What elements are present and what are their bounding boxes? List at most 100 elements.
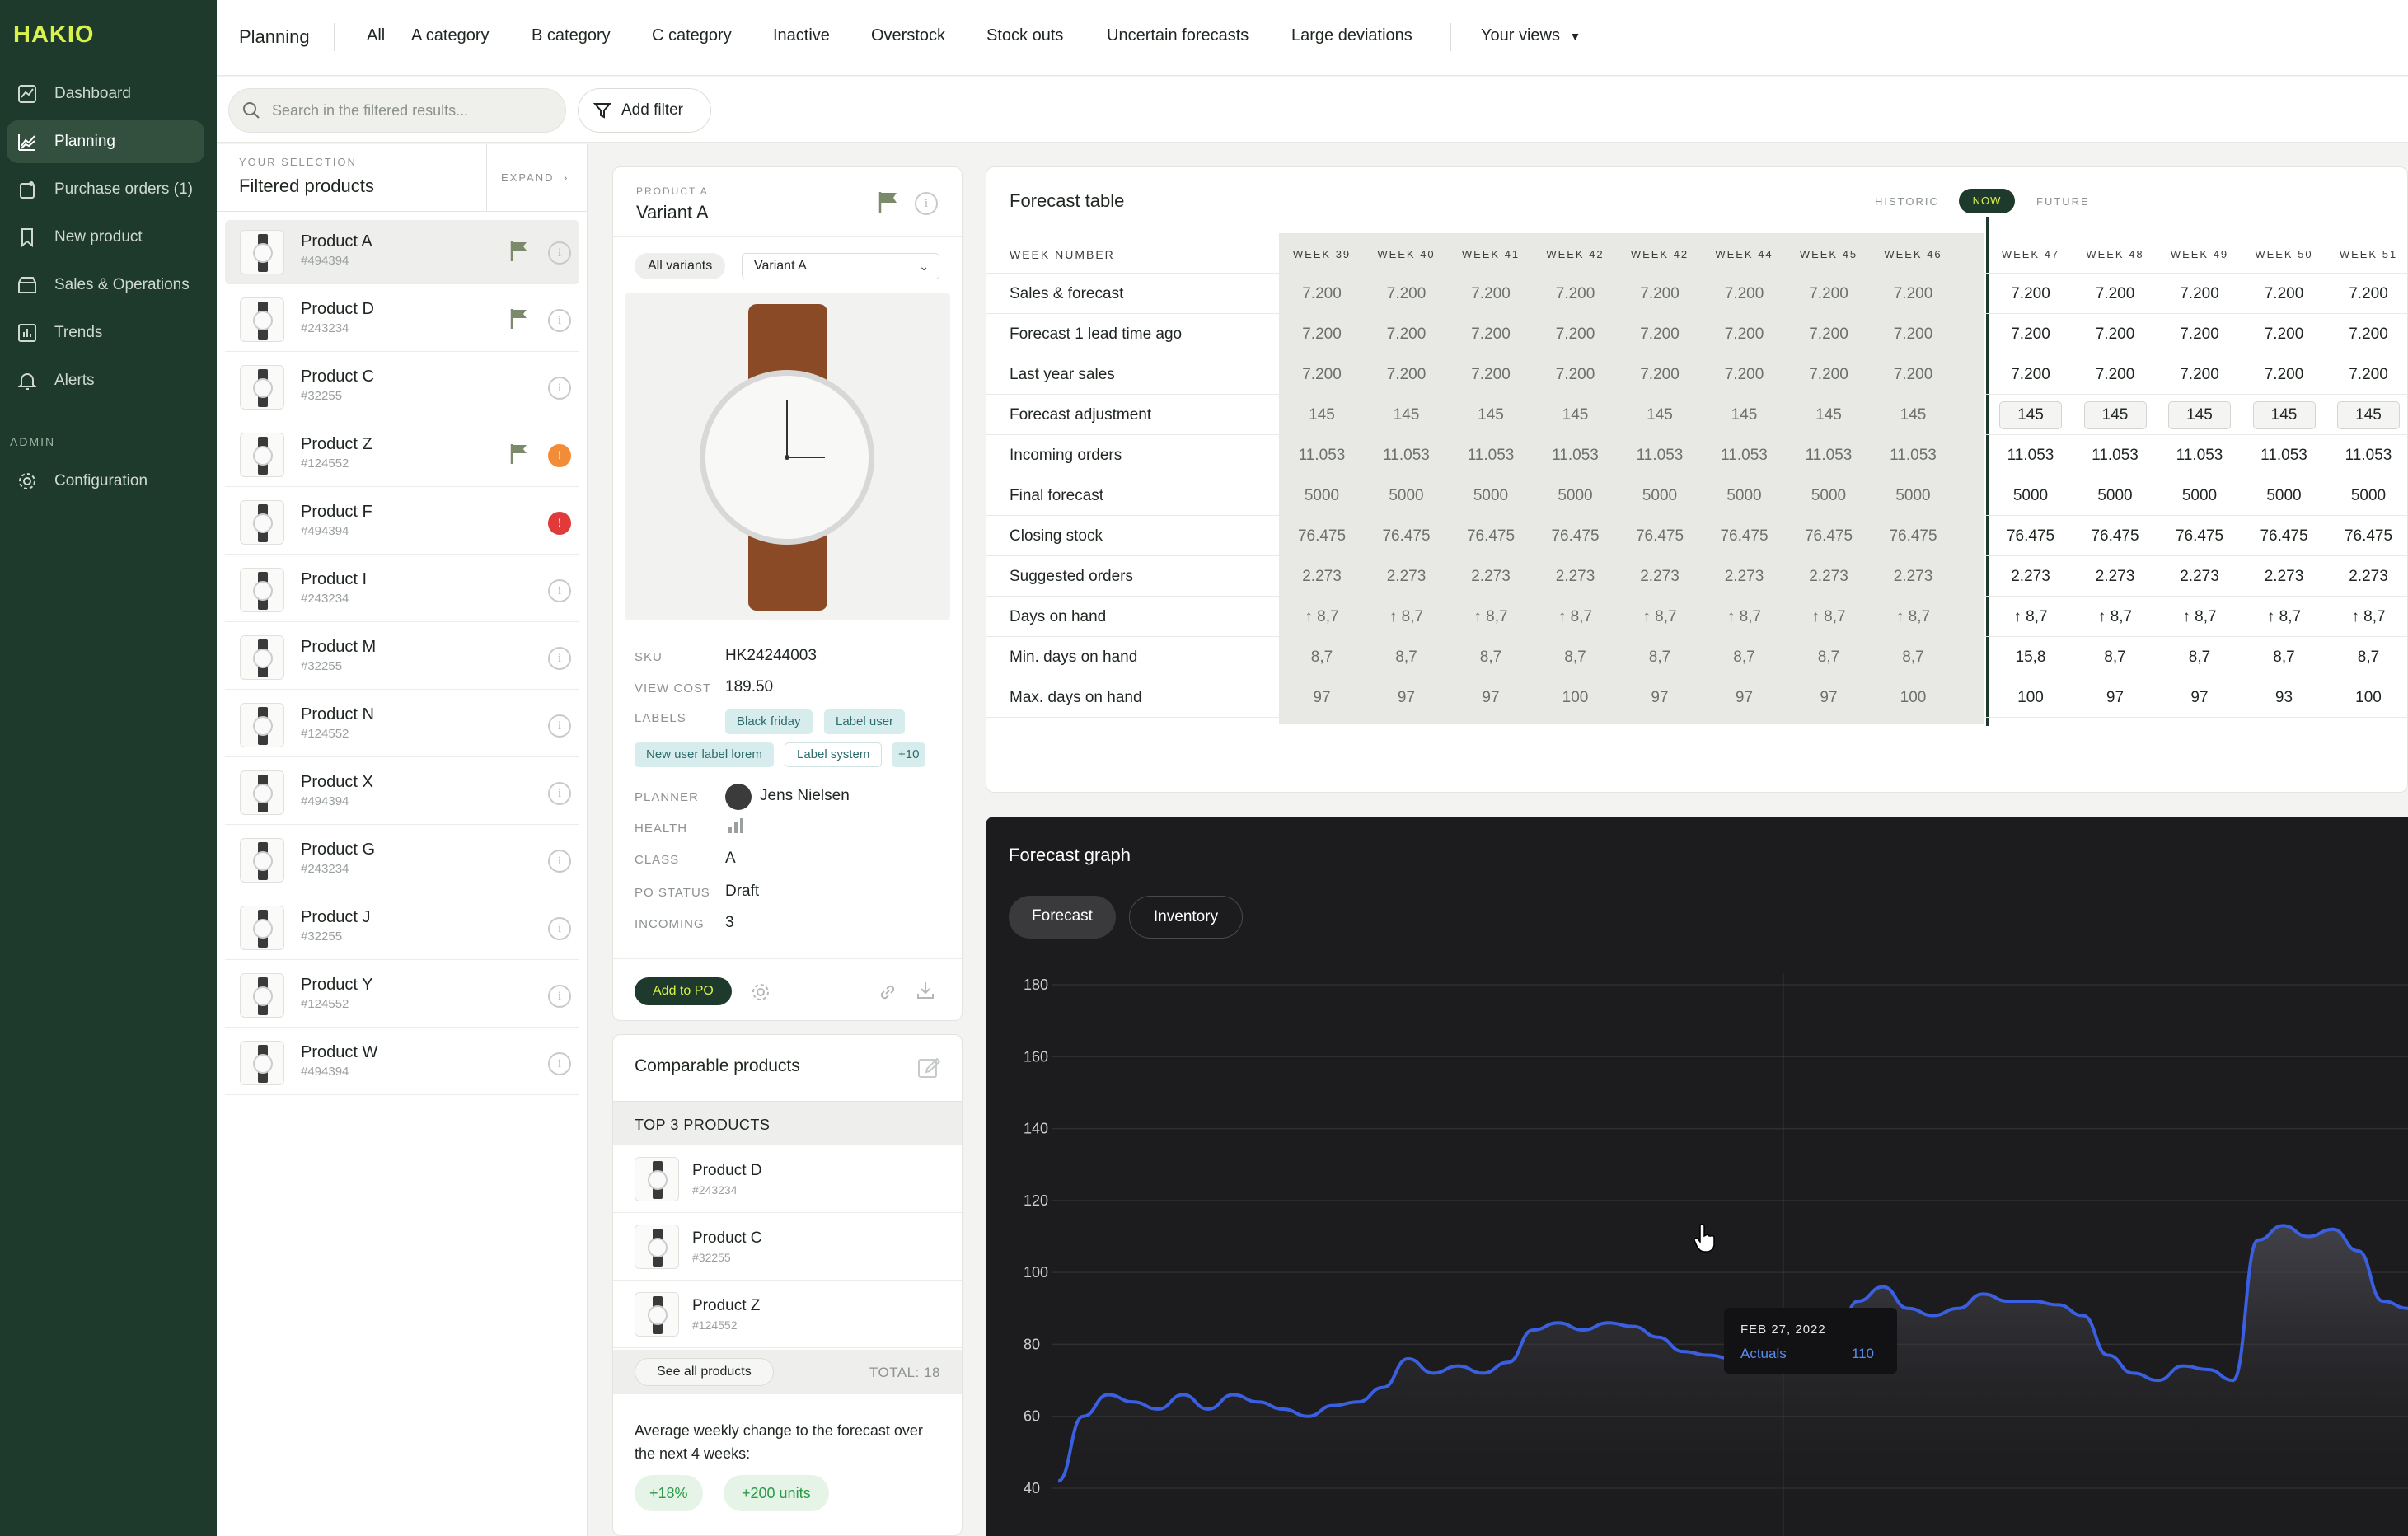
- product-row[interactable]: Product W #494394 i: [225, 1031, 579, 1095]
- total-count: TOTAL: 18: [869, 1365, 940, 1380]
- table-cell: 7.200: [2011, 325, 2050, 343]
- info-icon[interactable]: i: [548, 1052, 571, 1075]
- your-views-dropdown[interactable]: Your views ▼: [1481, 26, 1581, 45]
- sidebar-item-configuration[interactable]: Configuration: [7, 460, 204, 503]
- adjustment-input[interactable]: [2083, 401, 2147, 429]
- table-cell[interactable]: 145: [2017, 406, 2044, 424]
- variant-select[interactable]: Variant A ⌄: [742, 253, 939, 279]
- sidebar-item-alerts[interactable]: Alerts: [7, 359, 204, 402]
- app-logo: HAKIO: [13, 21, 95, 48]
- info-icon[interactable]: i: [548, 377, 571, 400]
- product-row[interactable]: Product Y #124552 i: [225, 963, 579, 1028]
- product-row[interactable]: Product M #32255 i: [225, 625, 579, 690]
- search-input[interactable]: Search in the filtered results...: [228, 88, 566, 133]
- tab-uncertain-forecasts[interactable]: Uncertain forecasts: [1107, 26, 1249, 44]
- y-tick-label: 160: [1024, 1048, 1048, 1065]
- label-tag[interactable]: New user label lorem: [635, 742, 774, 767]
- see-all-products-button[interactable]: See all products: [635, 1358, 774, 1386]
- now-toggle[interactable]: NOW: [1959, 189, 2015, 213]
- settings-icon[interactable]: [750, 981, 771, 1003]
- expand-button[interactable]: EXPAND ›: [501, 171, 569, 184]
- download-icon[interactable]: [915, 980, 936, 1001]
- sidebar-item-planning[interactable]: Planning: [7, 120, 204, 163]
- selection-header: YOUR SELECTION Filtered products EXPAND …: [217, 144, 588, 212]
- adjustment-input[interactable]: [2337, 401, 2400, 429]
- table-cell[interactable]: 145: [2355, 406, 2382, 424]
- alert-icon[interactable]: !: [548, 512, 571, 535]
- adjustment-input[interactable]: [2252, 401, 2316, 429]
- info-icon[interactable]: i: [915, 192, 938, 215]
- info-icon[interactable]: i: [548, 647, 571, 670]
- tab-large-deviations[interactable]: Large deviations: [1291, 26, 1412, 44]
- sidebar-item-new-product[interactable]: New product: [7, 216, 204, 259]
- tab-c-category[interactable]: C category: [652, 26, 732, 44]
- sidebar-item-sales-operations[interactable]: Sales & Operations: [7, 264, 204, 307]
- info-icon[interactable]: i: [548, 985, 571, 1008]
- info-icon[interactable]: i: [548, 309, 571, 332]
- product-row[interactable]: Product N #124552 i: [225, 693, 579, 757]
- all-variants-button[interactable]: All variants: [635, 253, 726, 279]
- comparable-product-row[interactable]: Product C #32255: [613, 1213, 962, 1281]
- product-row[interactable]: Product D #243234 i: [225, 288, 579, 352]
- more-labels-tag[interactable]: +10: [892, 742, 926, 767]
- info-icon[interactable]: i: [548, 850, 571, 873]
- product-row[interactable]: Product F #494394!: [225, 490, 579, 555]
- label-tag[interactable]: Label user: [824, 709, 906, 734]
- adjustment-input[interactable]: [1999, 401, 2062, 429]
- product-row[interactable]: Product A #494394 i: [225, 220, 579, 284]
- product-thumbnail: [240, 906, 284, 950]
- product-row[interactable]: Product Z #124552!: [225, 423, 579, 487]
- product-row[interactable]: Product X #494394 i: [225, 761, 579, 825]
- sidebar-item-dashboard[interactable]: Dashboard: [7, 73, 204, 115]
- product-thumbnail: [240, 433, 284, 477]
- label-tag[interactable]: Label system: [785, 742, 883, 767]
- flag-icon[interactable]: [877, 190, 900, 215]
- tab-a-category[interactable]: A category: [411, 26, 490, 44]
- table-cell[interactable]: 145: [2186, 406, 2213, 424]
- tab-inactive[interactable]: Inactive: [773, 26, 830, 44]
- comparable-product-row[interactable]: Product D #243234: [613, 1145, 962, 1213]
- table-cell[interactable]: 145: [2101, 406, 2129, 424]
- table-cell: 2.273: [1302, 568, 1342, 585]
- flag-icon[interactable]: [508, 307, 530, 330]
- incoming-label: INCOMING: [635, 917, 705, 931]
- table-cell: 7.200: [1302, 325, 1342, 343]
- forecast-tab[interactable]: Forecast: [1009, 896, 1116, 939]
- future-toggle[interactable]: FUTURE: [2036, 195, 2090, 208]
- trends-icon: [18, 324, 36, 342]
- tab-all[interactable]: All: [367, 26, 386, 44]
- label-tag[interactable]: Black friday: [725, 709, 813, 734]
- tab-b-category[interactable]: B category: [532, 26, 611, 44]
- table-cell: 5000: [2097, 487, 2133, 504]
- info-icon[interactable]: i: [548, 714, 571, 738]
- table-cell: 145: [1815, 406, 1842, 424]
- y-tick-label: 180: [1024, 976, 1048, 993]
- add-filter-button[interactable]: Add filter: [578, 88, 711, 133]
- tab-stock-outs[interactable]: Stock outs: [986, 26, 1064, 44]
- link-icon[interactable]: [877, 981, 898, 1003]
- info-icon[interactable]: i: [548, 917, 571, 940]
- sidebar-item-purchase-orders[interactable]: Purchase orders (1): [7, 168, 204, 211]
- info-icon[interactable]: i: [548, 579, 571, 602]
- sidebar-item-trends[interactable]: Trends: [7, 311, 204, 354]
- add-to-po-button[interactable]: Add to PO: [635, 977, 732, 1005]
- product-row[interactable]: Product J #32255 i: [225, 896, 579, 960]
- edit-icon[interactable]: [916, 1055, 941, 1079]
- inventory-tab[interactable]: Inventory: [1129, 896, 1243, 939]
- variant-select-value: Variant A: [754, 259, 807, 273]
- info-icon[interactable]: i: [548, 241, 571, 265]
- flag-icon[interactable]: [508, 443, 530, 466]
- comparable-product-row[interactable]: Product Z #124552: [613, 1281, 962, 1348]
- table-cell[interactable]: 145: [2270, 406, 2298, 424]
- warning-icon[interactable]: !: [548, 444, 571, 467]
- product-row[interactable]: Product G #243234 i: [225, 828, 579, 892]
- info-icon[interactable]: i: [548, 782, 571, 805]
- product-id: #32255: [692, 1251, 731, 1264]
- historic-toggle[interactable]: HISTORIC: [1875, 195, 1939, 208]
- adjustment-input[interactable]: [2168, 401, 2231, 429]
- tab-overstock[interactable]: Overstock: [871, 26, 946, 44]
- product-row[interactable]: Product I #243234 i: [225, 558, 579, 622]
- flag-icon[interactable]: [508, 240, 530, 263]
- table-cell: 15,8: [2015, 649, 2046, 666]
- product-row[interactable]: Product C #32255 i: [225, 355, 579, 419]
